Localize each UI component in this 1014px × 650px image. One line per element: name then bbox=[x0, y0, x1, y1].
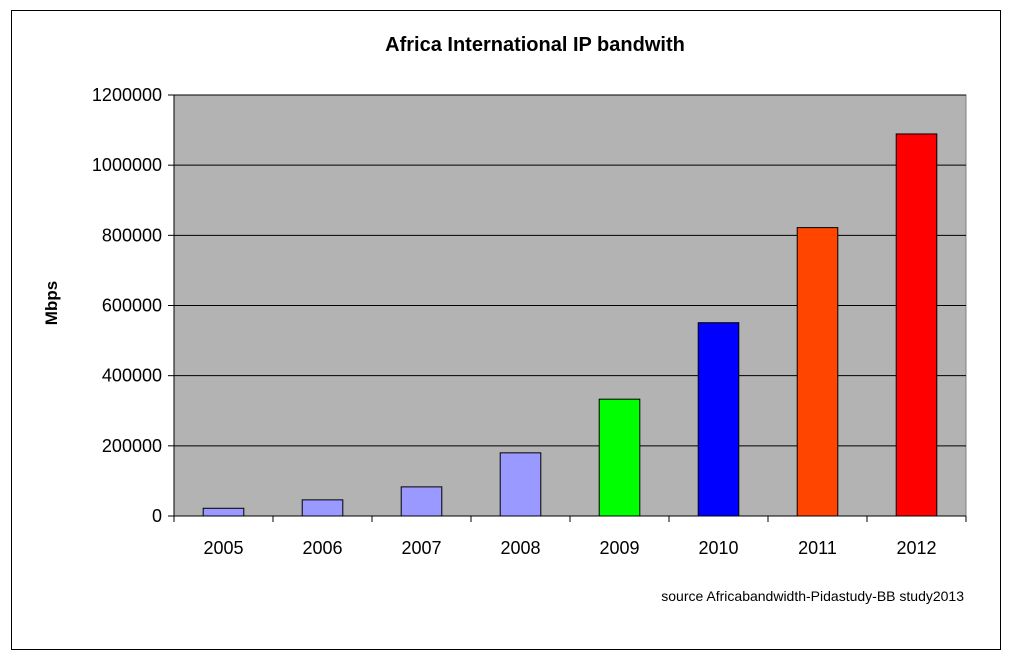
bar-2007 bbox=[400, 486, 443, 517]
y-tick-label: 1000000 bbox=[92, 155, 162, 175]
x-tick-label: 2012 bbox=[896, 538, 936, 558]
bar-2011 bbox=[796, 227, 839, 517]
y-axis-label: Mbps bbox=[42, 281, 61, 325]
y-tick-label: 0 bbox=[152, 506, 162, 526]
y-tick-label: 800000 bbox=[102, 225, 162, 245]
y-tick-label: 1200000 bbox=[92, 85, 162, 105]
bar-2008 bbox=[499, 452, 542, 517]
x-tick-label: 2008 bbox=[500, 538, 540, 558]
x-tick-label: 2007 bbox=[401, 538, 441, 558]
bar-2010 bbox=[697, 322, 740, 517]
y-tick-label: 400000 bbox=[102, 366, 162, 386]
x-tick-label: 2006 bbox=[302, 538, 342, 558]
source-annotation: source Africabandwidth-Pidastudy-BB stud… bbox=[661, 588, 964, 604]
chart-title: Africa International IP bandwith bbox=[385, 34, 685, 56]
bar-2006 bbox=[301, 499, 344, 517]
y-tick-label: 600000 bbox=[102, 296, 162, 316]
x-tick-label: 2009 bbox=[599, 538, 639, 558]
bar-2005 bbox=[202, 507, 245, 517]
y-tick-label: 200000 bbox=[102, 436, 162, 456]
y-tick-labels: 0 200000 400000 600000 800000 1000000 1200000 bbox=[92, 85, 162, 526]
axes bbox=[168, 94, 967, 522]
x-tick-labels: 2005 2006 2007 2008 2009 2010 2011 2012 bbox=[203, 538, 936, 558]
x-tick-label: 2010 bbox=[698, 538, 738, 558]
x-tick-label: 2011 bbox=[798, 538, 837, 558]
bar-2009 bbox=[598, 398, 641, 517]
bars bbox=[202, 133, 938, 517]
bar-2012 bbox=[895, 133, 938, 517]
chart: Africa International IP bandwith Mbps 0 2… bbox=[42, 34, 967, 604]
x-tick-label: 2005 bbox=[203, 538, 243, 558]
